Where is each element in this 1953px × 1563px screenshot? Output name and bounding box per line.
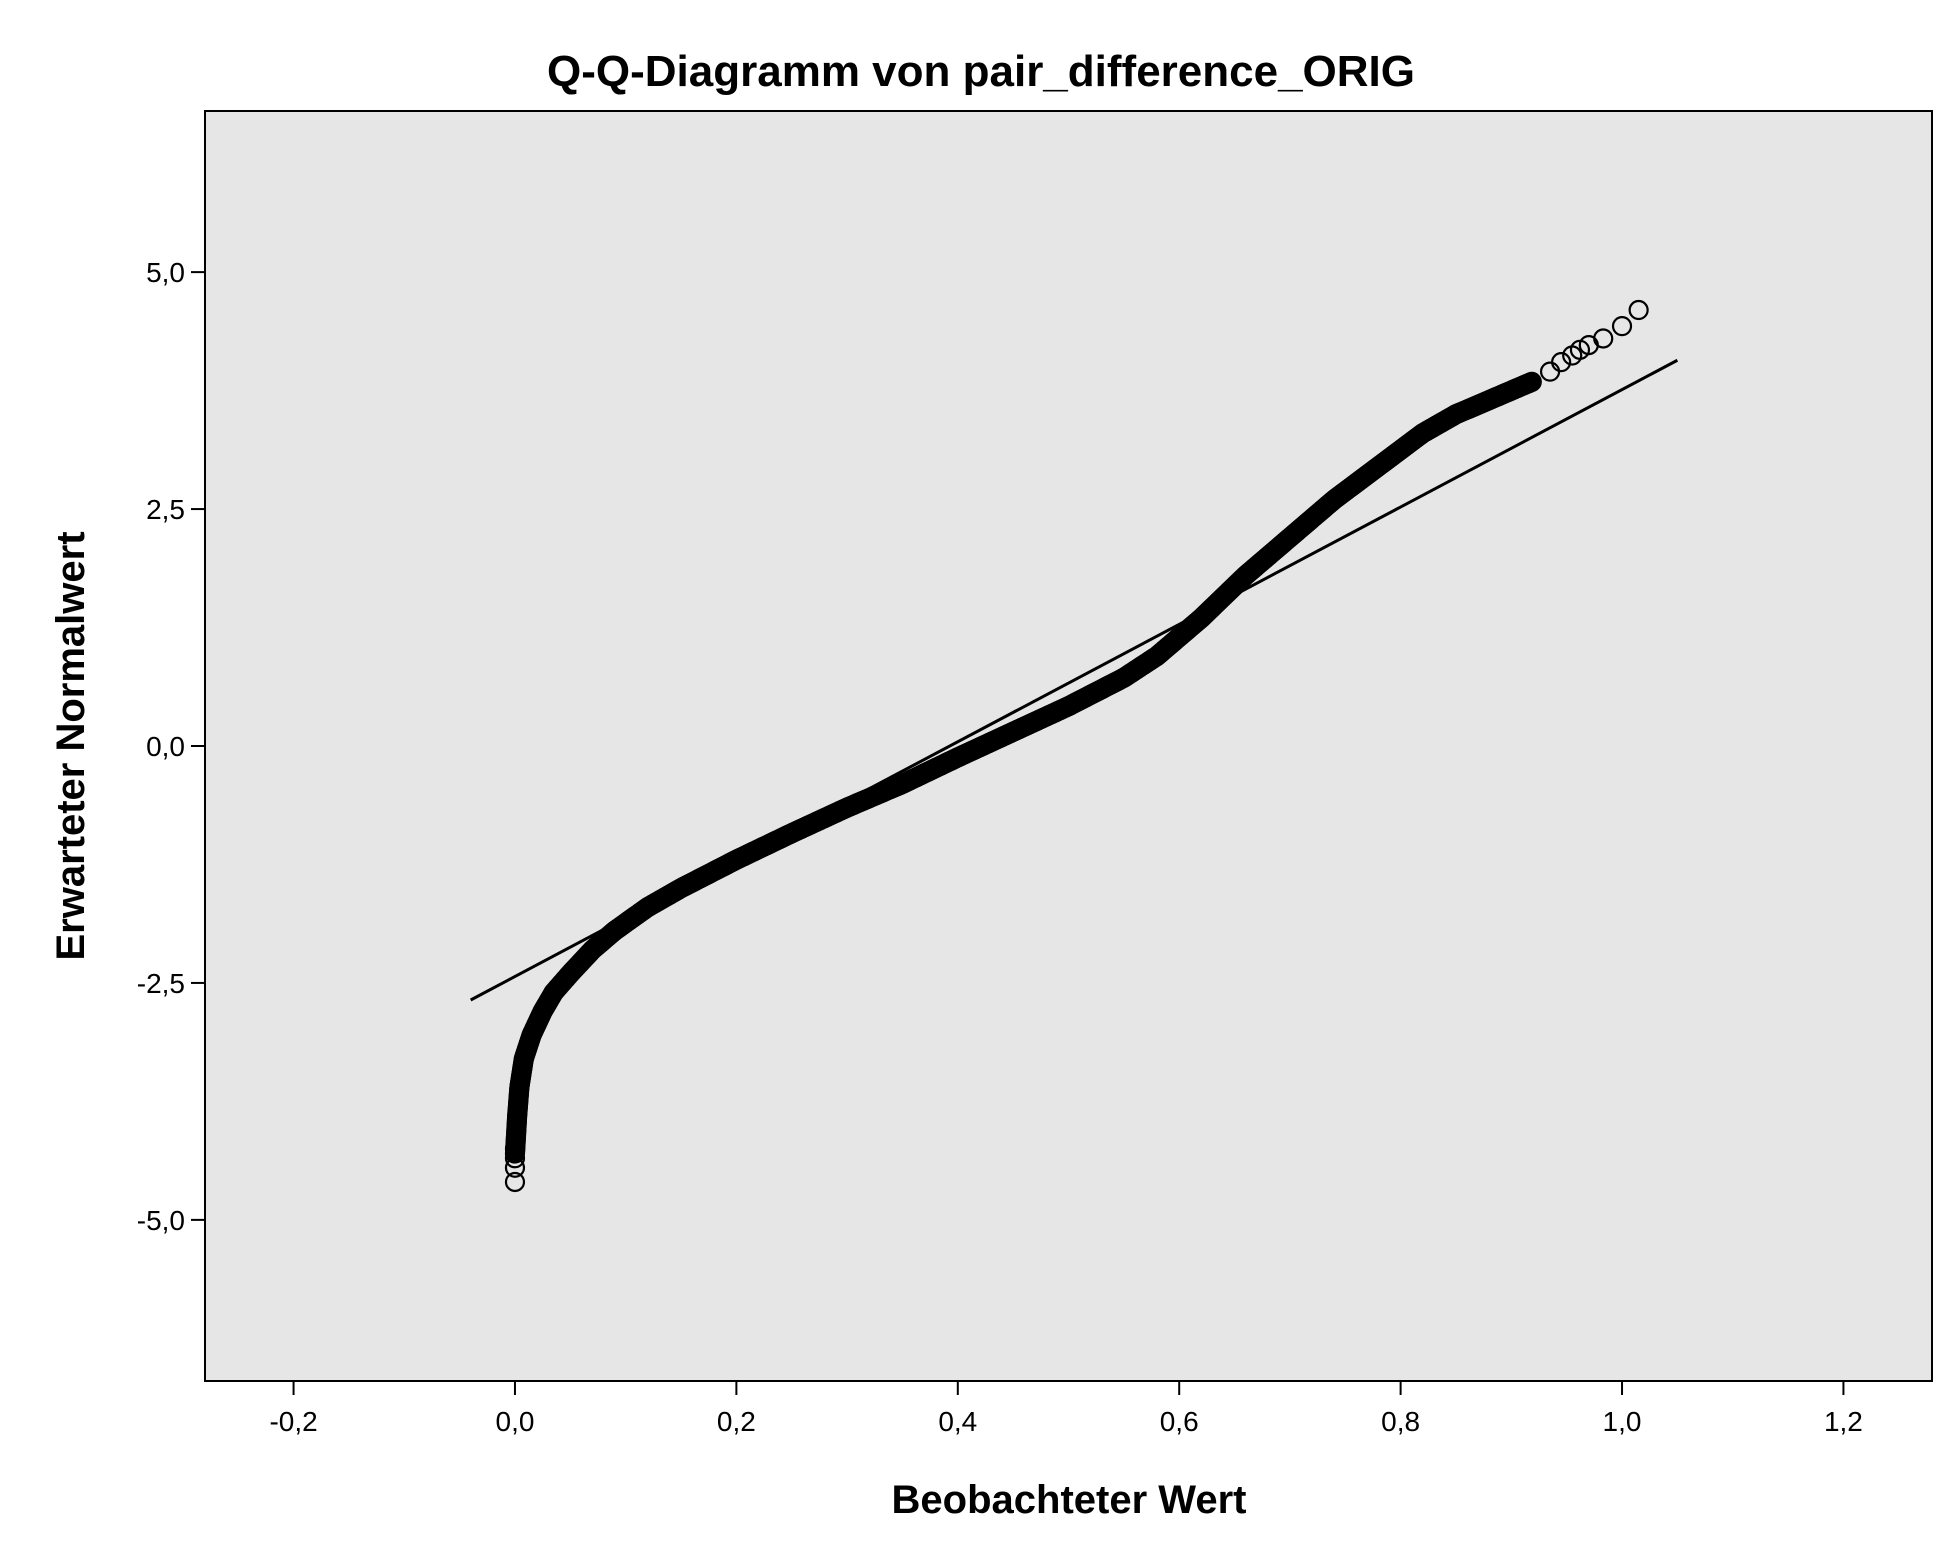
y-tick-label: -2,5	[137, 968, 185, 999]
chart-title: Q-Q-Diagramm von pair_difference_ORIG	[547, 47, 1415, 96]
y-axis-label: Erwarteter Normalwert	[49, 531, 93, 960]
plot-area	[204, 110, 1933, 1382]
x-tick-label: 0,0	[496, 1406, 535, 1437]
x-tick-label: 0,2	[717, 1406, 756, 1437]
x-tick-label: 1,0	[1603, 1406, 1642, 1437]
data-point-outlier	[1628, 299, 1649, 321]
y-tick-label: 0,0	[146, 731, 185, 762]
x-tick-label: 0,6	[1160, 1406, 1199, 1437]
data-point-outlier	[504, 1138, 526, 1159]
data-point-outlier	[1593, 328, 1614, 349]
data-point-outlier	[1611, 316, 1633, 337]
x-axis: -0,2 0,0 0,2 0,4 0,6 0,8 1,0 1,2	[269, 1381, 1863, 1437]
x-tick-label: -0,2	[269, 1406, 317, 1437]
y-tick-label: 5,0	[146, 257, 185, 288]
data-point-outlier	[504, 1148, 526, 1169]
data-layer	[469, 299, 1679, 1193]
x-tick-label: 0,4	[938, 1406, 977, 1437]
data-point-outlier	[504, 1171, 526, 1193]
data-point	[1521, 371, 1542, 392]
y-axis: 5,0 2,5 0,0 -2,5 -5,0	[137, 257, 205, 1236]
x-tick-label: 0,8	[1381, 1406, 1420, 1437]
y-tick-label: -5,0	[137, 1205, 185, 1236]
x-tick-label: 1,2	[1824, 1406, 1863, 1437]
y-tick-label: 2,5	[146, 494, 185, 525]
data-point-outlier	[1551, 352, 1572, 373]
x-axis-label: Beobachteter Wert	[892, 1478, 1247, 1522]
